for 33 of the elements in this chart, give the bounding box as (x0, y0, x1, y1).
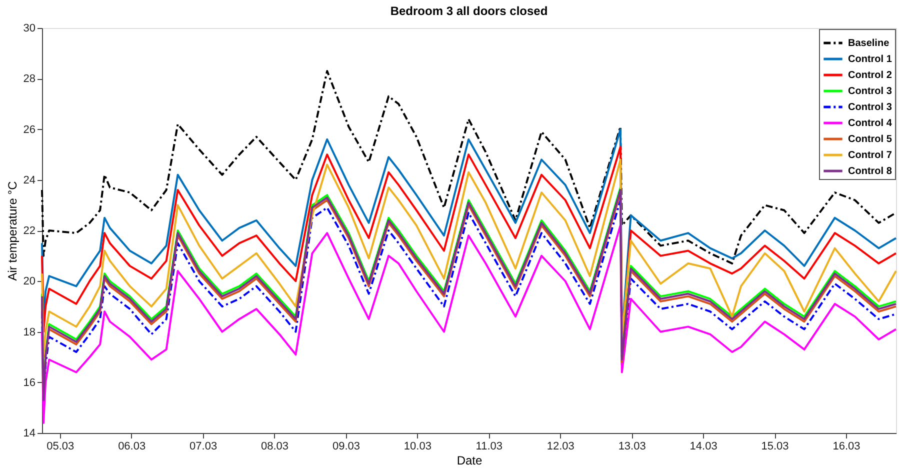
chart-title: Bedroom 3 all doors closed (390, 4, 548, 18)
legend-label: Control 8 (848, 166, 892, 177)
x-tick-label: 09.03 (332, 440, 360, 452)
y-tick-label: 14 (23, 428, 36, 440)
x-tick-label: 14.03 (690, 440, 718, 452)
y-tick-label: 20 (23, 276, 36, 288)
y-tick-label: 24 (23, 174, 36, 186)
legend-label: Control 2 (848, 70, 892, 81)
x-tick-label: 16.03 (832, 440, 860, 452)
x-tick-label: 10.03 (404, 440, 432, 452)
legend-label: Control 3 (848, 102, 892, 113)
y-tick-label: 26 (23, 124, 36, 136)
x-tick-label: 15.03 (761, 440, 789, 452)
y-tick-label: 30 (23, 22, 36, 34)
legend-label: Control 3 (848, 86, 892, 97)
x-tick-label: 12.03 (546, 440, 574, 452)
x-tick-label: 06.03 (118, 440, 146, 452)
y-tick-label: 28 (23, 73, 36, 86)
legend-label: Control 4 (848, 118, 892, 129)
x-axis-title: Date (456, 454, 482, 468)
x-tick-label: 11.03 (476, 440, 503, 452)
y-tick-label: 16 (23, 376, 36, 389)
legend-label: Control 1 (848, 54, 892, 65)
legend-label: Control 5 (848, 134, 892, 145)
y-axis-title: Air temperature °C (5, 180, 20, 281)
x-tick-label: 13.03 (618, 440, 646, 452)
x-tick-label: 08.03 (260, 440, 289, 452)
x-tick-label: 05.03 (46, 440, 74, 452)
x-tick-label: 07.03 (190, 440, 218, 452)
y-tick-label: 18 (23, 326, 36, 338)
y-tick-label: 22 (23, 225, 36, 237)
legend-label: Control 7 (848, 150, 892, 161)
legend-label: Baseline (848, 38, 890, 49)
